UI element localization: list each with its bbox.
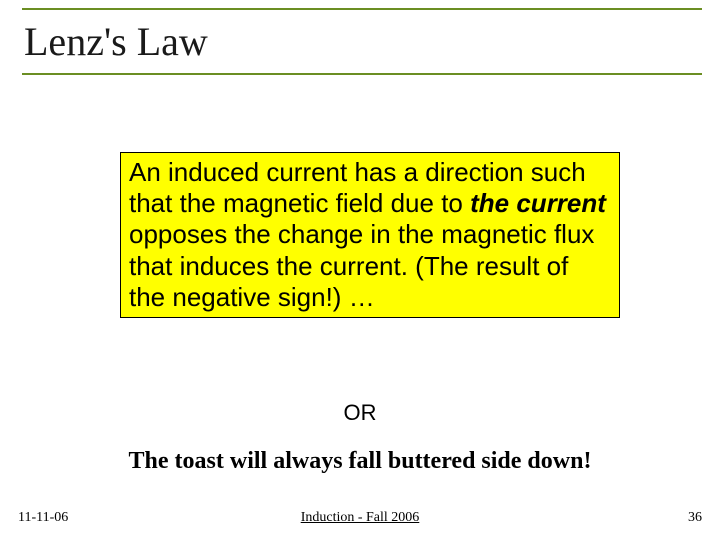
highlight-suffix: opposes the change in the magnetic flux … — [129, 219, 594, 311]
toast-line: The toast will always fall buttered side… — [0, 448, 720, 475]
footer-center: Induction - Fall 2006 — [0, 510, 720, 526]
highlight-bold: the current — [470, 188, 606, 218]
title-rule-bottom — [22, 73, 702, 75]
title-block: Lenz's Law — [14, 8, 706, 75]
footer-page-number: 36 — [688, 510, 702, 526]
slide: Lenz's Law An induced current has a dire… — [0, 0, 720, 540]
title-rule-top — [22, 8, 702, 10]
highlight-box: An induced current has a direction such … — [120, 152, 620, 318]
slide-title: Lenz's Law — [14, 12, 706, 71]
highlight-text: An induced current has a direction such … — [129, 157, 611, 313]
or-label: OR — [0, 400, 720, 426]
